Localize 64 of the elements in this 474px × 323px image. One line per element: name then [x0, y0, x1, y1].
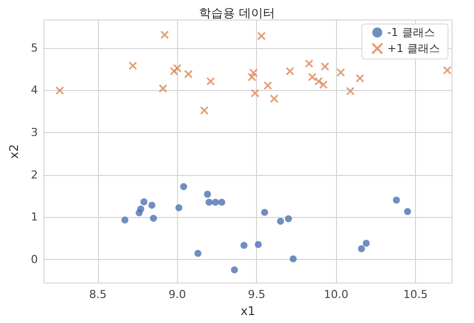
point [290, 255, 297, 262]
point [286, 66, 294, 76]
point [362, 240, 370, 247]
x-tick-label: 9.0 [168, 288, 186, 301]
point [264, 81, 272, 90]
point [121, 216, 128, 224]
point [336, 68, 346, 77]
point [250, 88, 260, 98]
point [140, 198, 148, 206]
point [172, 64, 182, 73]
point [128, 61, 138, 70]
legend-label: +1 클래스 [387, 42, 440, 55]
point [284, 215, 292, 222]
point [270, 94, 278, 103]
point [442, 66, 452, 75]
point [230, 266, 238, 274]
point [212, 198, 219, 206]
point [184, 70, 193, 78]
point [240, 242, 248, 249]
y-tick-label: 1 [30, 210, 38, 224]
point [158, 84, 168, 93]
point [55, 86, 64, 95]
x-axis-title: x1 [240, 304, 256, 318]
point [160, 30, 169, 40]
point [404, 208, 412, 216]
point [137, 206, 144, 213]
point [304, 59, 314, 68]
point [319, 80, 328, 89]
point [254, 241, 262, 248]
point [218, 198, 226, 206]
point [320, 62, 330, 71]
point [150, 214, 157, 222]
y-tick-label: 4 [30, 84, 38, 97]
y-axis-title: x2 [7, 144, 21, 159]
y-tick-label: 0 [30, 252, 38, 266]
point [180, 183, 188, 190]
chart-title: 학습용 데이터 [199, 6, 275, 20]
point [346, 86, 355, 96]
y-tick-label: 2 [30, 168, 38, 182]
point [148, 202, 156, 209]
point [248, 72, 256, 82]
point [200, 106, 209, 115]
point [206, 198, 213, 206]
point [392, 196, 400, 204]
point [308, 72, 317, 82]
legend-label: -1 클래스 [387, 26, 435, 39]
point [261, 208, 268, 216]
x-tick-label: 8.5 [89, 288, 107, 301]
x-tick-label: 9.5 [248, 288, 266, 301]
point [249, 68, 258, 78]
point [206, 77, 215, 86]
point [175, 204, 182, 212]
x-tick-label: 10.0 [324, 288, 348, 301]
point [170, 66, 178, 76]
point [356, 74, 364, 83]
point [257, 32, 266, 40]
point [194, 250, 202, 257]
point [358, 245, 365, 252]
point [204, 190, 211, 198]
y-tick-label: 5 [30, 41, 38, 54]
point [314, 77, 323, 86]
x-tick-label: 10.5 [403, 288, 428, 301]
y-tick-label: 3 [30, 126, 38, 139]
point [277, 218, 284, 225]
